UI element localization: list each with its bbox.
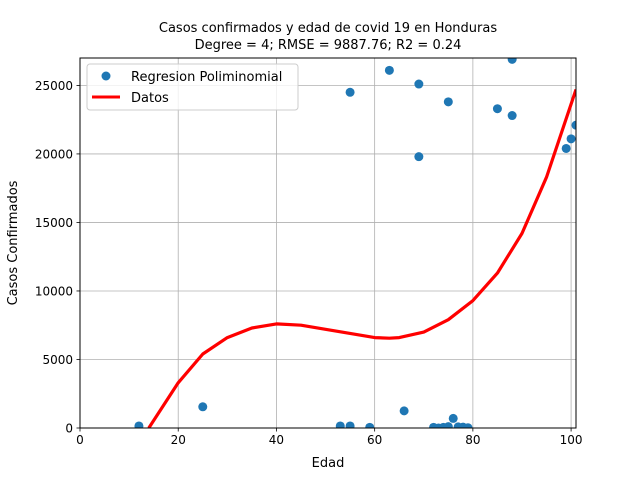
y-tick-label: 0 [65, 422, 73, 436]
scatter-point [443, 97, 453, 107]
scatter-point [414, 79, 424, 89]
x-tick-label: 20 [171, 433, 186, 447]
scatter-point [492, 104, 502, 114]
scatter-point [365, 422, 375, 428]
x-axis-ticks: 0 20 40 60 80 100 [76, 428, 583, 447]
scatter-point [384, 65, 394, 75]
regression-curve-line [147, 88, 576, 428]
scatter-point [507, 58, 517, 64]
scatter-point [566, 134, 576, 144]
y-tick-label: 5000 [42, 353, 73, 367]
x-tick-label: 40 [269, 433, 284, 447]
y-tick-label: 25000 [35, 79, 73, 93]
legend-curve-label: Datos [131, 91, 169, 106]
scatter-point [335, 421, 345, 428]
y-tick-label: 10000 [35, 284, 73, 298]
scatter-point [463, 423, 473, 428]
scatter-point [134, 421, 144, 428]
scatter-point [448, 413, 458, 423]
y-tick-label: 20000 [35, 147, 73, 161]
x-tick-label: 100 [560, 433, 583, 447]
x-tick-label: 0 [76, 433, 84, 447]
scatter-point [571, 120, 576, 130]
scatter-point [198, 402, 208, 412]
y-axis-label: Casos Confirmados [6, 180, 21, 305]
scatter-point [414, 152, 424, 162]
plot-frame [79, 57, 577, 429]
scatter-point [399, 406, 409, 416]
scatter-point [507, 111, 517, 121]
legend-scatter-marker [101, 71, 111, 81]
x-tick-label: 80 [465, 433, 480, 447]
scatter-point [345, 87, 355, 97]
x-tick-label: 60 [367, 433, 382, 447]
scatter-point [443, 422, 453, 428]
scatter-point [561, 143, 571, 153]
grid [79, 58, 576, 429]
regression-curve-layer [147, 88, 576, 428]
chart-title: Casos confirmados y edad de covid 19 en … [159, 21, 497, 36]
y-tick-label: 15000 [35, 216, 73, 230]
y-axis-ticks: 0 5000 10000 15000 20000 25000 [35, 79, 80, 436]
legend-scatter-label: Regresion Poliminomial [131, 70, 282, 85]
scatter-point [345, 421, 355, 428]
chart-subtitle: Degree = 4; RMSE = 9887.76; R2 = 0.24 [195, 38, 462, 53]
legend-box [86, 63, 299, 111]
scatter-points-layer [134, 58, 576, 428]
legend: Regresion Poliminomial Datos [86, 63, 299, 111]
x-axis-label: Edad [312, 456, 345, 471]
